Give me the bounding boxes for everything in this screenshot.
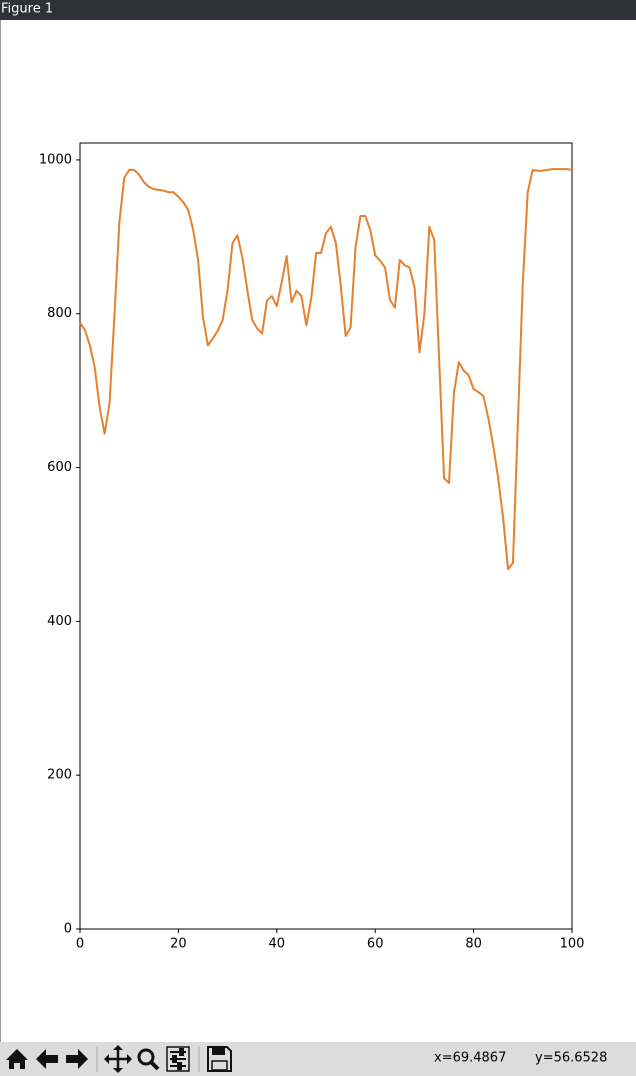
save-button[interactable] xyxy=(207,1046,232,1072)
y-tick-label: 600 xyxy=(47,460,72,475)
y-tick-label: 800 xyxy=(47,306,72,321)
back-button[interactable] xyxy=(36,1049,58,1069)
plot: 0 200 400 600 800 1000 0 20 40 60 80 100 xyxy=(39,152,585,951)
window-title: Figure 1 xyxy=(1,2,53,17)
x-tick-label: 20 xyxy=(170,937,187,952)
x-tick-label: 100 xyxy=(560,937,585,952)
y-tick-label: 400 xyxy=(47,614,72,629)
y-tick-label: 200 xyxy=(47,768,72,783)
x-tick-label: 60 xyxy=(367,937,384,952)
x-tick-label: 40 xyxy=(269,937,286,952)
y-tick-label: 1000 xyxy=(39,152,72,167)
title-bar xyxy=(0,0,636,20)
status-y: y=56.6528 xyxy=(535,1051,607,1066)
forward-button[interactable] xyxy=(66,1049,88,1069)
zoom-button[interactable] xyxy=(137,1048,160,1071)
data-line xyxy=(79,168,573,571)
home-button[interactable] xyxy=(6,1049,28,1069)
status-x: x=69.4867 xyxy=(434,1051,506,1066)
x-tick-label: 0 xyxy=(76,937,84,952)
pan-button[interactable] xyxy=(104,1045,132,1073)
y-tick-label: 0 xyxy=(64,922,72,937)
configure-button[interactable] xyxy=(166,1046,190,1072)
axes-frame xyxy=(79,142,573,930)
x-tick-label: 80 xyxy=(465,937,482,952)
